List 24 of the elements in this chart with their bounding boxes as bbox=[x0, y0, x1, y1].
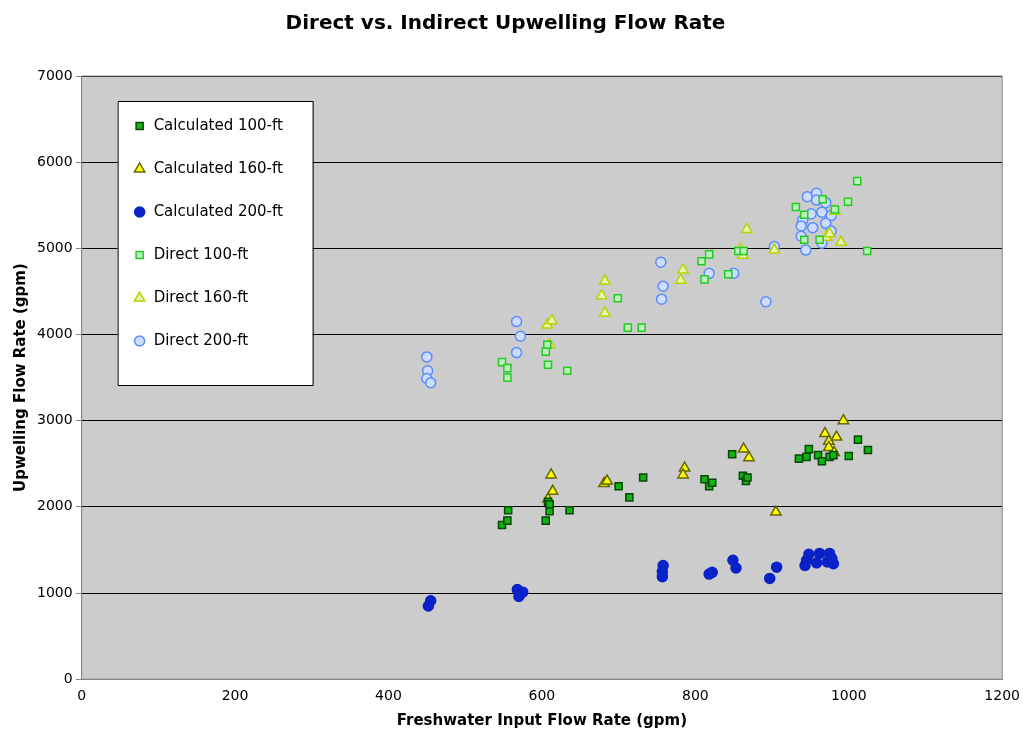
x-tick-label: 600 bbox=[528, 687, 556, 704]
legend-label: Calculated 160-ft bbox=[153, 158, 284, 177]
y-tick-label: 4000 bbox=[36, 325, 73, 342]
legend-label: Direct 100-ft bbox=[153, 244, 249, 263]
x-tick-label: 1200 bbox=[984, 687, 1021, 704]
legend-label: Calculated 100-ft bbox=[153, 115, 284, 134]
y-tick-label: 1000 bbox=[36, 583, 73, 600]
y-tick-label: 6000 bbox=[36, 152, 73, 169]
chart-title: Direct vs. Indirect Upwelling Flow Rate bbox=[285, 10, 726, 35]
legend-label: Direct 160-ft bbox=[153, 287, 249, 306]
x-tick-label: 0 bbox=[77, 687, 87, 704]
x-tick-label: 200 bbox=[221, 687, 249, 704]
y-tick-label: 0 bbox=[63, 669, 73, 686]
y-tick-label: 7000 bbox=[36, 66, 73, 83]
x-tick-label: 400 bbox=[375, 687, 402, 704]
x-tick-label: 1000 bbox=[830, 687, 867, 704]
x-axis-title: Freshwater Input Flow Rate (gpm) bbox=[396, 710, 688, 729]
y-tick-label: 5000 bbox=[36, 238, 73, 255]
y-axis-title: Upwelling Flow Rate (gpm) bbox=[10, 263, 29, 493]
y-tick-label: 2000 bbox=[36, 497, 73, 514]
legend-label: Direct 200-ft bbox=[153, 330, 249, 349]
y-tick-label: 3000 bbox=[36, 411, 73, 428]
x-tick-label: 800 bbox=[681, 687, 709, 704]
legend-label: Calculated 200-ft bbox=[153, 201, 284, 220]
